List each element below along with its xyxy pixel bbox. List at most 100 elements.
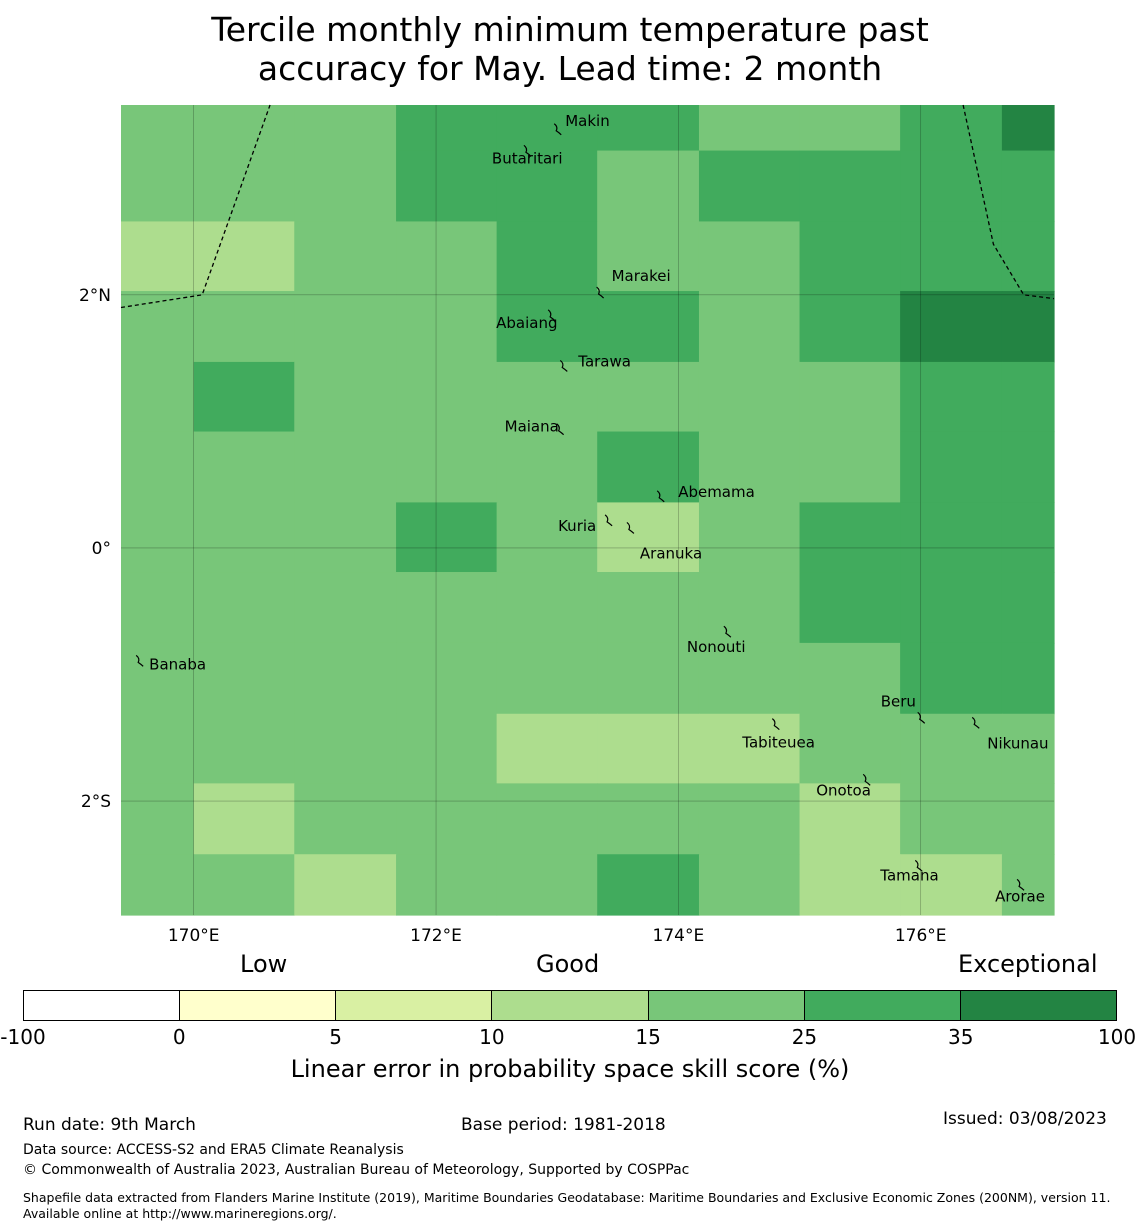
island-label: Banaba	[149, 655, 206, 673]
latitude-label: 2°N	[79, 286, 111, 306]
grid-cell	[193, 572, 295, 644]
island-label: Nonouti	[687, 638, 746, 656]
colorbar-tick-label: 35	[947, 1025, 974, 1049]
grid-cell	[698, 854, 801, 916]
grid-cell	[597, 221, 700, 292]
grid-cell	[396, 150, 498, 223]
grid-cell	[597, 150, 700, 223]
grid-cell	[496, 572, 598, 644]
grid-cell	[597, 502, 700, 573]
island-outline	[771, 718, 780, 731]
grid-cell	[597, 572, 700, 644]
island-label: Kuria	[558, 517, 596, 535]
grid-cell	[496, 431, 598, 504]
grid-cell	[900, 291, 1003, 363]
grid-cell	[799, 854, 901, 916]
island-outline	[559, 359, 568, 372]
grid-cell	[799, 642, 901, 715]
grid-cell	[294, 642, 397, 715]
island-label: Abaiang	[496, 314, 557, 332]
grid-cell	[121, 854, 195, 916]
grid-cell	[193, 361, 295, 433]
grid-cell	[698, 291, 801, 363]
grid-cell	[294, 361, 397, 433]
grid-cell	[496, 783, 598, 855]
island-outline	[1016, 878, 1025, 891]
graticule	[121, 105, 1054, 915]
grid-cell	[193, 105, 295, 152]
grid-cell	[396, 572, 498, 644]
island-label: Marakei	[612, 267, 671, 285]
grid-cell	[294, 783, 397, 855]
grid-cell	[1001, 713, 1055, 784]
island-outline	[626, 521, 635, 534]
grid-cell	[294, 502, 397, 573]
grid-cell	[698, 502, 801, 573]
chart-title: Tercile monthly minimum temperature past…	[0, 10, 1140, 88]
grid-cell	[396, 713, 498, 784]
grid-cell	[496, 150, 598, 223]
grid-cell	[597, 291, 700, 363]
grid-cell	[698, 783, 801, 855]
grid-cell	[294, 713, 397, 784]
grid-cell	[396, 783, 498, 855]
grid-cell	[193, 502, 295, 573]
island-outline	[547, 309, 556, 322]
grid-cell	[121, 502, 195, 573]
island-outline	[971, 716, 980, 729]
eez-boundaries	[120, 104, 1055, 309]
grid-cell	[799, 431, 901, 504]
grid-cell	[193, 221, 295, 292]
grid-cell	[698, 150, 801, 223]
grid-cell	[799, 713, 901, 784]
grid-cell	[121, 150, 195, 223]
grid-cell	[597, 783, 700, 855]
colorbar-segment	[960, 991, 1116, 1020]
grid-cell	[900, 150, 1003, 223]
grid-cell	[799, 291, 901, 363]
grid-cell	[698, 221, 801, 292]
island-outline	[556, 423, 565, 436]
skill-map: Makin Butaritari Marakei Abaiang Tarawa Maian…	[79, 104, 1055, 946]
grid-cell	[900, 783, 1003, 855]
base-period: Base period: 1981-2018	[461, 1115, 666, 1135]
grid-cell	[294, 854, 397, 916]
grid-cell	[294, 291, 397, 363]
grid-cell	[294, 431, 397, 504]
grid-cell	[597, 854, 700, 916]
longitude-label: 172°E	[410, 926, 462, 946]
grid-cell	[597, 713, 700, 784]
grid-cell	[597, 431, 700, 504]
colorbar-title: Linear error in probability space skill …	[290, 1055, 850, 1083]
island-label: Aranuka	[640, 544, 702, 562]
island-label: Arorae	[995, 887, 1045, 905]
run-date: Run date: 9th March	[23, 1115, 196, 1135]
grid-cell	[496, 502, 598, 573]
grid-cell	[698, 572, 801, 644]
map-axes: 2°N 0° 2°S 170°E 172°E 174°E 176°E	[79, 286, 947, 946]
grid-cell	[900, 572, 1003, 644]
grid-cell	[799, 150, 901, 223]
colorbar-tick-label: 15	[635, 1025, 661, 1049]
grid-cell	[396, 431, 498, 504]
island-outline	[553, 123, 562, 136]
island-outline	[723, 625, 732, 638]
colorbar-segment	[804, 991, 961, 1020]
latitude-label: 2°S	[81, 792, 111, 812]
grid-cell	[294, 150, 397, 223]
grid-cell	[698, 361, 801, 433]
island-label: Tarawa	[577, 352, 631, 370]
grid-cell	[799, 783, 901, 855]
colorbar-segment	[492, 991, 649, 1020]
grid-cell	[799, 572, 901, 644]
grid-cell	[121, 361, 195, 433]
grid-cell	[193, 150, 295, 223]
colorbar-good-label: Good	[536, 950, 600, 978]
grid-cell	[496, 713, 598, 784]
grid-cell	[496, 361, 598, 433]
grid-cell	[799, 105, 901, 152]
grid-cell	[900, 221, 1003, 292]
grid-cell	[396, 502, 498, 573]
grid-cell	[597, 642, 700, 715]
island-label: Butaritari	[492, 149, 563, 167]
